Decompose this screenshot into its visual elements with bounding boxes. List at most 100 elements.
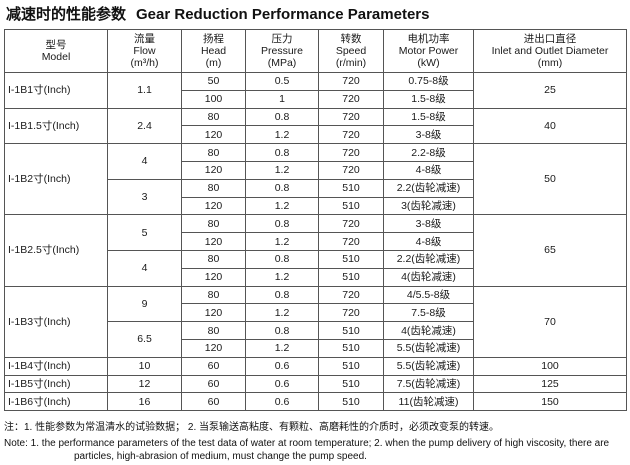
power-cell: 2.2(齿轮减速) [383,249,474,269]
table-row: 120 1.2 510 4(齿轮减速) [5,267,627,287]
table-row: I-1B1.5寸(Inch) 2.4 80 0.8 720 1.5-8级 40 [4,107,627,145]
pressure-cell: 1.2 [245,160,319,180]
power-cell: 3-8级 [383,125,474,145]
pressure-cell: 1.2 [245,125,319,145]
flow-cell: 16 [107,392,182,412]
table-row: I-1B2.5寸(Inch) 5 80 0.8 720 3-8级 65 [4,214,627,287]
diameter-cell: 25 [473,72,627,109]
flow-cell: 6.5 [107,321,182,358]
speed-cell: 510 [318,338,384,358]
note-en-line1: Note: 1. the performance parameters of t… [4,438,610,449]
header-flow: 流量 Flow (m³/h) [107,29,182,73]
table-row: I-1B5寸(Inch) 12 60 0.6 510 7.5(齿轮减速) 125 [4,374,627,394]
speed-cell: 720 [318,107,384,127]
head-cell: 80 [181,143,246,162]
head-cell: 80 [181,214,246,234]
diameter-cell: 70 [473,285,627,358]
pressure-cell: 0.8 [245,214,319,234]
power-cell: 7.5-8级 [383,303,474,323]
power-cell: 0.75-8级 [383,72,474,91]
power-cell: 4(齿轮减速) [383,267,474,287]
power-cell: 1.5-8级 [383,107,474,127]
header-diameter: 进出口直径 Inlet and Outlet Diameter (mm) [473,29,627,73]
flow-cell: 2.4 [107,107,182,145]
power-cell: 2.2-8级 [383,143,474,162]
pressure-cell: 0.8 [245,143,319,162]
pressure-cell: 0.8 [245,321,319,340]
performance-table: 型号 Model 流量 Flow (m³/h) 扬程 Head (m) 压力 Pressur… [4,29,627,412]
head-cell: 60 [181,374,246,394]
head-cell: 80 [181,321,246,340]
flow-cell: 1.1 [107,72,182,109]
table-row: 100 1 720 1.5-8级 [5,89,627,109]
pressure-cell: 1.2 [245,196,319,216]
title-en: Gear Reduction Performance Parameters [136,6,430,23]
head-cell: 80 [181,178,246,198]
model-cell: I-1B2寸(Inch) [4,143,108,216]
table-row: I-1B2寸(Inch) 4 80 0.8 720 2.2-8级 50 [4,143,627,216]
speed-cell: 720 [318,125,384,145]
head-cell: 50 [181,72,246,91]
head-cell: 120 [181,232,246,251]
speed-cell: 720 [318,72,384,91]
speed-cell: 510 [318,249,384,269]
diameter-cell: 40 [473,107,627,145]
pressure-cell: 0.8 [245,107,319,127]
pressure-cell: 0.6 [245,356,319,376]
pressure-cell: 1.2 [245,232,319,251]
speed-cell: 720 [318,285,384,305]
note-cn: 注：1. 性能参数为常温清水的试验数据； 2. 当泵输送高粘度、有颗粒、高磨耗性… [4,422,500,433]
head-cell: 120 [181,267,246,287]
model-cell: I-1B6寸(Inch) [4,392,108,412]
pressure-cell: 0.6 [245,374,319,394]
table-row: 120 1.2 510 5.5(齿轮减速) [5,338,627,358]
speed-cell: 720 [318,214,384,234]
diameter-cell: 50 [473,143,627,216]
head-cell: 120 [181,338,246,358]
head-cell: 120 [181,160,246,180]
table-row: I-1B3寸(Inch) 9 80 0.8 720 4/5.5-8级 70 [4,285,627,358]
table-row: 120 1.2 720 4-8级 [5,232,627,251]
table-row: 120 1.2 510 3(齿轮减速) [5,196,627,216]
pressure-cell: 0.8 [245,178,319,198]
pressure-cell: 0.8 [245,249,319,269]
diameter-cell: 125 [473,374,627,394]
speed-cell: 510 [318,178,384,198]
table-row: I-1B6寸(Inch) 16 60 0.6 510 11(齿轮减速) 150 [4,392,627,412]
speed-cell: 510 [318,196,384,216]
power-cell: 4-8级 [383,232,474,251]
power-cell: 3-8级 [383,214,474,234]
model-cell: I-1B1.5寸(Inch) [4,107,108,145]
head-cell: 80 [181,249,246,269]
header-head: 扬程 Head (m) [181,29,246,73]
power-cell: 2.2(齿轮减速) [383,178,474,198]
power-cell: 4-8级 [383,160,474,180]
power-cell: 4/5.5-8级 [383,285,474,305]
model-cell: I-1B5寸(Inch) [4,374,108,394]
speed-cell: 720 [318,89,384,109]
power-cell: 1.5-8级 [383,89,474,109]
table-row: 6.5 80 0.8 510 4(齿轮减速) [5,321,627,358]
title-cn: 减速时的性能参数 [6,6,127,23]
flow-cell: 4 [107,249,182,287]
power-cell: 3(齿轮减速) [383,196,474,216]
flow-cell: 9 [107,285,182,323]
speed-cell: 720 [318,143,384,162]
speed-cell: 720 [318,160,384,180]
header-speed: 转数 Speed (r/min) [318,29,384,73]
speed-cell: 720 [318,232,384,251]
pressure-cell: 0.6 [245,392,319,412]
power-cell: 5.5(齿轮减速) [383,338,474,358]
page-title: 减速时的性能参数 Gear Reduction Performance Param… [6,4,429,26]
header-pressure: 压力 Pressure (MPa) [245,29,319,73]
pressure-cell: 1.2 [245,338,319,358]
power-cell: 7.5(齿轮减速) [383,374,474,394]
table-row: I-1B1寸(Inch) 1.1 50 0.5 720 0.75-8级 25 [4,72,627,109]
flow-cell: 10 [107,356,182,376]
header-power: 电机功率 Motor Power (kW) [383,29,474,73]
speed-cell: 510 [318,267,384,287]
table-row: 120 1.2 720 4-8级 [5,160,627,180]
pressure-cell: 0.8 [245,285,319,305]
head-cell: 120 [181,125,246,145]
table-row: I-1B4寸(Inch) 10 60 0.6 510 5.5(齿轮减速) 100 [4,356,627,376]
